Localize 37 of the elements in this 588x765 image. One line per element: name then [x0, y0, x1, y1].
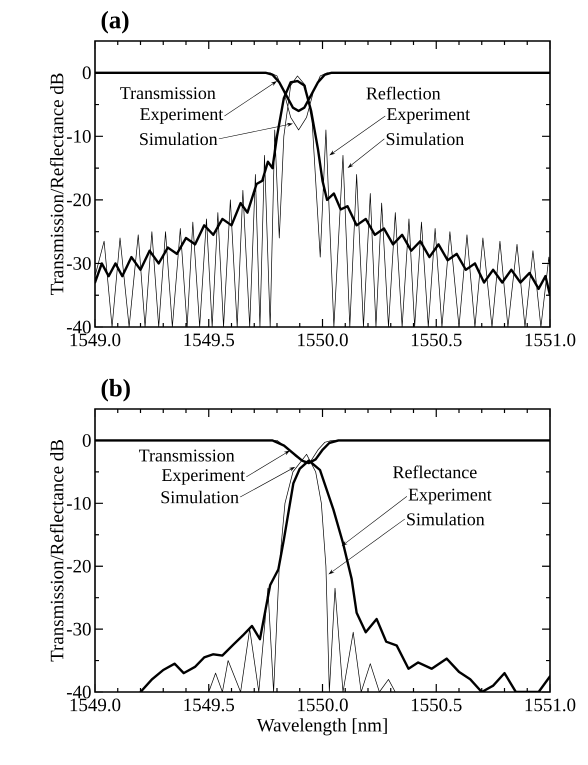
annotation: Experiment [386, 108, 470, 124]
chart-title: (a) [102, 10, 128, 34]
annotation: Simulation [162, 490, 239, 504]
y-tick-label: 0 [82, 66, 91, 80]
x-tick-label: 1551.0 [526, 334, 576, 346]
x-tick-label: 1550.5 [412, 698, 462, 712]
annotation: Experiment [408, 488, 492, 504]
x-tick-label: 1549.0 [70, 698, 120, 712]
annotation: Transmission [120, 87, 216, 100]
y-tick-label: -20 [66, 194, 91, 206]
annotation: Reflectance [393, 465, 477, 478]
y-axis-title: Transmission/Reflectance dB [50, 440, 64, 662]
y-tick-label: -40 [66, 686, 91, 698]
annotation: Simulation [407, 512, 484, 526]
y-tick-label: -30 [66, 622, 91, 636]
annotation: Reflection [366, 86, 440, 100]
x-tick-label: 1550.0 [298, 334, 348, 346]
annotation: Transmission [139, 450, 234, 462]
y-tick-label: -20 [66, 560, 91, 573]
x-tick-label: 1549.5 [184, 334, 234, 346]
y-axis-title: Transmission/Reflectance dB [50, 74, 64, 296]
x-tick-label: 1549.0 [70, 334, 120, 346]
x-tick-label: 1549.5 [184, 698, 234, 712]
annotation: Experiment [140, 108, 224, 124]
y-tick-label: -10 [66, 496, 91, 510]
annotation: Simulation [386, 132, 464, 146]
chart-title: (b) [102, 378, 130, 402]
y-tick-label: -30 [66, 257, 91, 270]
annotation: Simulation [140, 132, 218, 146]
x-tick-label: 1550.5 [412, 334, 462, 346]
y-tick-label: -10 [66, 130, 91, 143]
x-tick-label: 1551.0 [526, 698, 576, 712]
annotation: Experiment [162, 469, 246, 485]
x-axis-title: Wavelength [nm] [256, 718, 387, 736]
x-tick-label: 1550.0 [298, 698, 348, 712]
y-tick-label: 0 [82, 434, 91, 447]
y-tick-label: -40 [66, 320, 91, 334]
